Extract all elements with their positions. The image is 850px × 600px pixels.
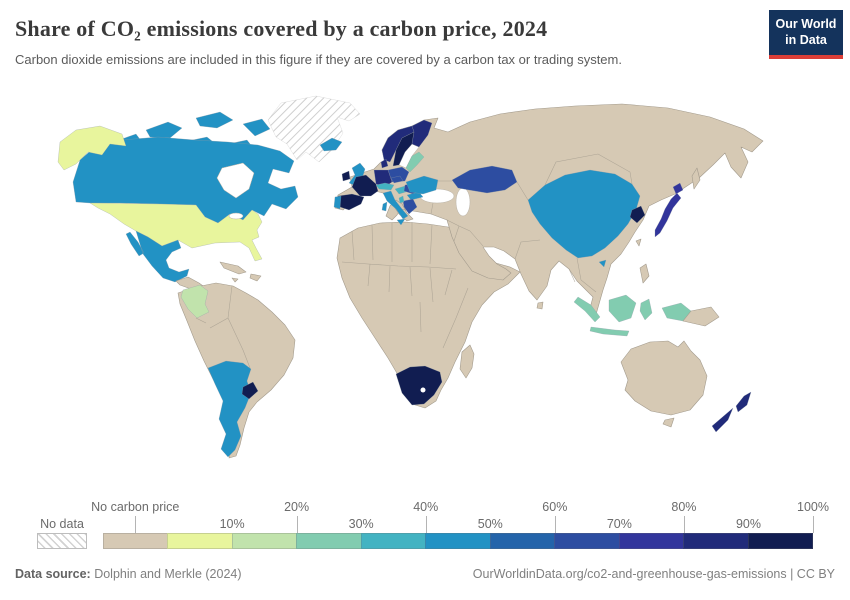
lesotho-enclave <box>420 387 426 393</box>
legend-tick-label: 70% <box>606 517 632 531</box>
country-ukraine[interactable] <box>405 175 439 195</box>
legend-tick-line <box>554 516 556 533</box>
caspian-sea <box>455 187 471 217</box>
country-chile-argentina[interactable] <box>207 360 252 458</box>
legend-bin-no-carbon-price[interactable] <box>103 533 169 549</box>
legend-tick-label: 80% <box>671 500 697 514</box>
region-sakhalin[interactable] <box>691 167 701 190</box>
country-greece[interactable] <box>402 198 418 215</box>
legend-tick-label: 100% <box>797 500 829 514</box>
legend-tick-label: 50% <box>477 517 503 531</box>
legend-bin-0-10-[interactable] <box>167 533 233 549</box>
country-switzerland-austria[interactable] <box>375 182 395 191</box>
credit-link[interactable]: OurWorldinData.org/co2-and-greenhouse-ga… <box>472 567 835 581</box>
legend-tick-line <box>135 516 137 533</box>
country-finland[interactable] <box>411 119 433 148</box>
legend-tick-label: No carbon price <box>91 500 180 514</box>
world-choropleth-map <box>0 90 850 500</box>
country-south-africa[interactable] <box>395 365 443 406</box>
legend-tick-label: 60% <box>542 500 568 514</box>
owid-logo-line1: Our World <box>775 17 837 31</box>
country-south-korea[interactable] <box>629 205 646 224</box>
legend-ticks: No carbon price 10% 20% 30% 40% 50% 60% 70% 80% 9… <box>91 500 829 533</box>
legend-tick-line <box>683 516 685 533</box>
data-source-note: Data source: Dolphin and Merkle (2024) <box>15 567 242 581</box>
legend-bin-80-90-[interactable] <box>683 533 749 549</box>
country-portugal[interactable] <box>333 195 342 210</box>
country-papua-new-guinea[interactable] <box>682 306 720 327</box>
owid-logo-line2: in Data <box>785 33 827 48</box>
no-data-label: No data <box>40 517 84 531</box>
data-source-label: Data source: <box>15 567 91 581</box>
page-title: Share of CO₂ emissions covered by a carb… <box>15 16 548 41</box>
country-taiwan[interactable] <box>635 238 642 247</box>
country-philippines[interactable] <box>639 263 650 284</box>
legend-bin-60-70-[interactable] <box>554 533 620 549</box>
legend-tick-label: 40% <box>413 500 439 514</box>
map-legend: No data No carbon price 10% 20% 30% 40% 50% 60… <box>37 500 829 555</box>
legend-tick-line <box>425 516 427 533</box>
hudson-bay <box>216 162 255 199</box>
data-source-text: Dolphin and Merkle (2024) <box>90 567 242 581</box>
country-madagascar[interactable] <box>459 344 475 379</box>
country-colombia[interactable] <box>180 284 210 319</box>
country-kazakhstan[interactable] <box>451 165 518 194</box>
legend-bin-70-80-[interactable] <box>618 533 685 549</box>
legend-bin-40-50-[interactable] <box>425 533 491 549</box>
legend-tick-label: 20% <box>284 500 310 514</box>
legend-tick-label: 10% <box>219 517 245 531</box>
country-mexico[interactable] <box>125 230 190 283</box>
country-czechia[interactable] <box>390 175 404 184</box>
legend-tick-line <box>813 516 814 533</box>
country-uruguay[interactable] <box>241 381 259 400</box>
country-denmark[interactable] <box>380 158 389 169</box>
great-lakes <box>228 212 244 220</box>
country-china[interactable] <box>527 169 641 268</box>
legend-bin-90-100-[interactable] <box>747 533 813 549</box>
country-sri-lanka[interactable] <box>536 301 544 310</box>
country-france[interactable] <box>351 174 379 197</box>
country-baltic-states[interactable] <box>405 151 425 173</box>
country-japan[interactable] <box>654 182 684 238</box>
no-data-swatch[interactable] <box>37 533 87 549</box>
country-albania[interactable] <box>398 195 405 204</box>
legend-bin-30-40-[interactable] <box>360 533 427 549</box>
region-caribbean[interactable] <box>219 261 262 283</box>
country-borders <box>195 153 633 369</box>
country-greenland[interactable] <box>267 95 361 163</box>
legend-colorbar <box>103 533 813 549</box>
country-australia[interactable] <box>620 340 708 428</box>
country-iceland[interactable] <box>319 137 343 152</box>
owid-logo[interactable]: Our World in Data <box>769 10 843 59</box>
legend-bin-20-30-[interactable] <box>296 533 362 549</box>
country-new-zealand[interactable] <box>711 391 752 433</box>
country-italy[interactable] <box>381 190 409 226</box>
legend-tick-label: 90% <box>735 517 761 531</box>
chart-footer: Data source: Dolphin and Merkle (2024) O… <box>15 567 835 581</box>
legend-tick-label: 30% <box>348 517 374 531</box>
page-subtitle: Carbon dioxide emissions are included in… <box>15 52 622 67</box>
country-indonesia[interactable] <box>573 294 692 337</box>
legend-bin-10-20-[interactable] <box>231 533 298 549</box>
country-sweden[interactable] <box>392 131 415 167</box>
country-ireland[interactable] <box>341 170 351 182</box>
legend-bin-50-60-[interactable] <box>489 533 556 549</box>
country-alaska[interactable] <box>57 125 127 171</box>
country-spain[interactable] <box>337 193 365 211</box>
legend-tick-line <box>296 516 298 533</box>
